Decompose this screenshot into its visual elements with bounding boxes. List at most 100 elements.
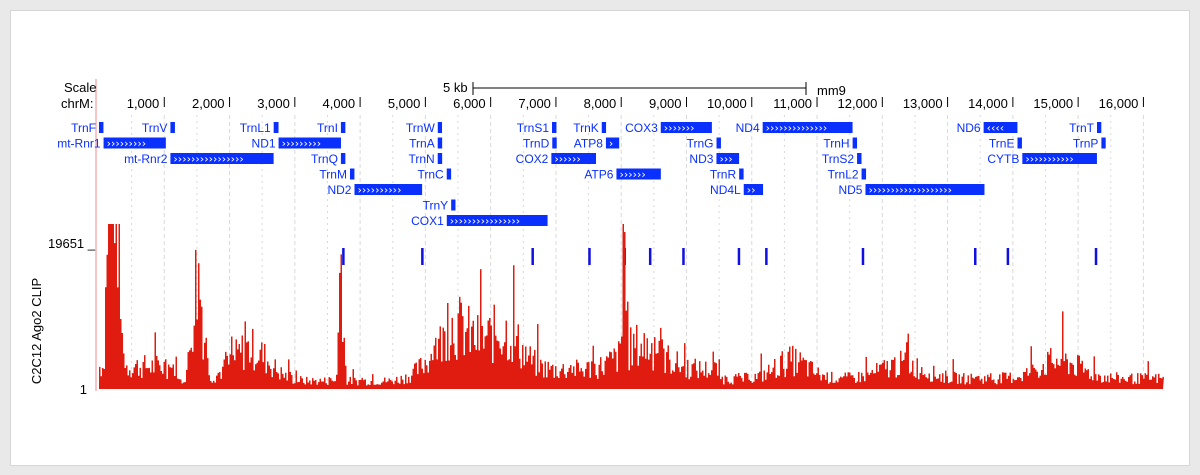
gene-trnn[interactable]: TrnN [408,152,443,166]
gene-cox2[interactable]: ›››››› COX2 [516,152,597,166]
gene-block[interactable] [1097,122,1102,133]
gene-block[interactable] [857,153,862,164]
gene-block[interactable] [660,122,712,133]
gene-block[interactable] [437,122,443,133]
gene-trnq[interactable]: TrnQ [311,152,346,166]
gene-block[interactable] [437,137,443,149]
gene-block[interactable] [451,199,456,211]
gene-nd4[interactable]: ›››››››››››››› ND4 [736,121,853,135]
gene-nd1[interactable]: ››››››››› ND1 [252,137,341,151]
gene-label[interactable]: ND5 [838,183,862,197]
gene-label[interactable]: TrnN [408,152,434,166]
gene-block[interactable] [716,153,740,164]
gene-atp6[interactable]: ›››››› ATP6 [584,168,661,182]
gene-block[interactable] [601,122,607,133]
gene-block[interactable] [354,184,423,195]
gene-block[interactable] [861,168,867,180]
gene-label[interactable]: TrnL2 [828,168,859,182]
gene-cox1[interactable]: ›››››››››››››››› COX1 [411,214,548,228]
gene-label[interactable]: TrnF [71,121,96,135]
gene-trni[interactable]: TrnI [317,121,346,135]
gene-label[interactable]: TrnK [573,121,599,135]
gene-nd3[interactable]: ››› ND3 [689,152,740,166]
gene-label[interactable]: TrnT [1069,121,1095,135]
gene-label[interactable]: ND1 [252,137,276,151]
gene-trnv[interactable]: TrnV [142,121,175,135]
gene-trng[interactable]: TrnG [687,137,721,151]
gene-block[interactable] [616,168,661,180]
gene-trnd[interactable]: TrnD [523,137,557,151]
gene-label[interactable]: ND6 [957,121,981,135]
gene-label[interactable]: TrnQ [311,152,338,166]
gene-trnk[interactable]: TrnK [573,121,607,135]
gene-trny[interactable]: TrnY [423,199,456,213]
gene-track[interactable]: TrnF TrnV TrnL1 TrnI TrnW TrnS1 TrnK ›››››››COX… [57,121,1106,228]
gene-trnc[interactable]: TrnC [417,168,452,182]
gene-label[interactable]: TrnD [523,137,550,151]
gene-mt-rnr1[interactable]: ››››››››› mt-Rnr1 [57,137,166,151]
gene-trns1[interactable]: TrnS1 [517,121,557,135]
gene-trnw[interactable]: TrnW [406,121,443,135]
gene-label[interactable]: COX3 [625,121,658,135]
gene-label[interactable]: TrnI [317,121,338,135]
gene-label[interactable]: TrnY [423,199,449,213]
gene-block[interactable] [278,137,341,149]
gene-block[interactable] [446,215,548,226]
gene-nd5[interactable]: ››››››››››››››››››› ND5 [838,183,985,197]
gene-trnf[interactable]: TrnF [71,121,104,135]
gene-block[interactable] [340,153,346,164]
gene-label[interactable]: TrnP [1073,137,1099,151]
gene-trnh[interactable]: TrnH [823,137,858,151]
gene-block[interactable] [437,153,443,164]
gene-label[interactable]: ATP8 [574,137,603,151]
gene-block[interactable] [716,137,721,149]
gene-trnp[interactable]: TrnP [1073,137,1106,151]
gene-block[interactable] [552,122,557,133]
gene-block[interactable] [551,153,597,164]
gene-label[interactable]: TrnC [417,168,444,182]
gene-label[interactable]: ND3 [689,152,713,166]
gene-trne[interactable]: TrnE [989,137,1022,151]
gene-block[interactable] [762,122,853,133]
gene-block[interactable] [739,168,744,180]
gene-label[interactable]: ATP6 [584,168,613,182]
gene-block[interactable] [273,122,279,133]
gene-block[interactable] [170,122,175,133]
gene-block[interactable] [446,168,452,180]
gene-block[interactable] [852,137,858,149]
gene-block[interactable] [605,137,620,149]
gene-label[interactable]: COX1 [411,214,444,228]
gene-label[interactable]: ND4L [710,183,741,197]
gene-trnm[interactable]: TrnM [319,168,355,182]
gene-label[interactable]: TrnR [710,168,737,182]
gene-trnt[interactable]: TrnT [1069,121,1102,135]
gene-cytb[interactable]: ››››››››››› CYTB [987,152,1097,166]
gene-nd2[interactable]: ›››››››››› ND2 [327,183,423,197]
gene-block[interactable] [1101,137,1106,149]
gene-label[interactable]: TrnS1 [517,121,550,135]
gene-block[interactable] [1022,153,1097,164]
gene-label[interactable]: TrnE [989,137,1015,151]
gene-trnl2[interactable]: TrnL2 [828,168,867,182]
gene-block[interactable] [865,184,985,195]
gene-label[interactable]: TrnM [319,168,347,182]
gene-label[interactable]: ND4 [736,121,760,135]
gene-block[interactable] [1017,137,1022,149]
gene-block[interactable] [349,168,355,180]
gene-label[interactable]: TrnH [823,137,849,151]
gene-trna[interactable]: TrnA [409,137,443,151]
gene-block[interactable] [103,137,166,149]
gene-label[interactable]: mt-Rnr2 [124,152,168,166]
gene-block[interactable] [743,184,764,195]
gene-label[interactable]: TrnV [142,121,168,135]
gene-label[interactable]: CYTB [987,152,1019,166]
gene-trnr[interactable]: TrnR [710,168,744,182]
gene-label[interactable]: COX2 [516,152,549,166]
gene-label[interactable]: mt-Rnr1 [57,137,101,151]
gene-cox3[interactable]: ››››››› COX3 [625,121,712,135]
gene-trnl1[interactable]: TrnL1 [240,121,279,135]
gene-block[interactable] [340,122,346,133]
gene-label[interactable]: TrnG [687,137,714,151]
gene-nd6[interactable]: ‹‹‹‹ ND6 [957,121,1018,135]
gene-label[interactable]: TrnW [406,121,436,135]
